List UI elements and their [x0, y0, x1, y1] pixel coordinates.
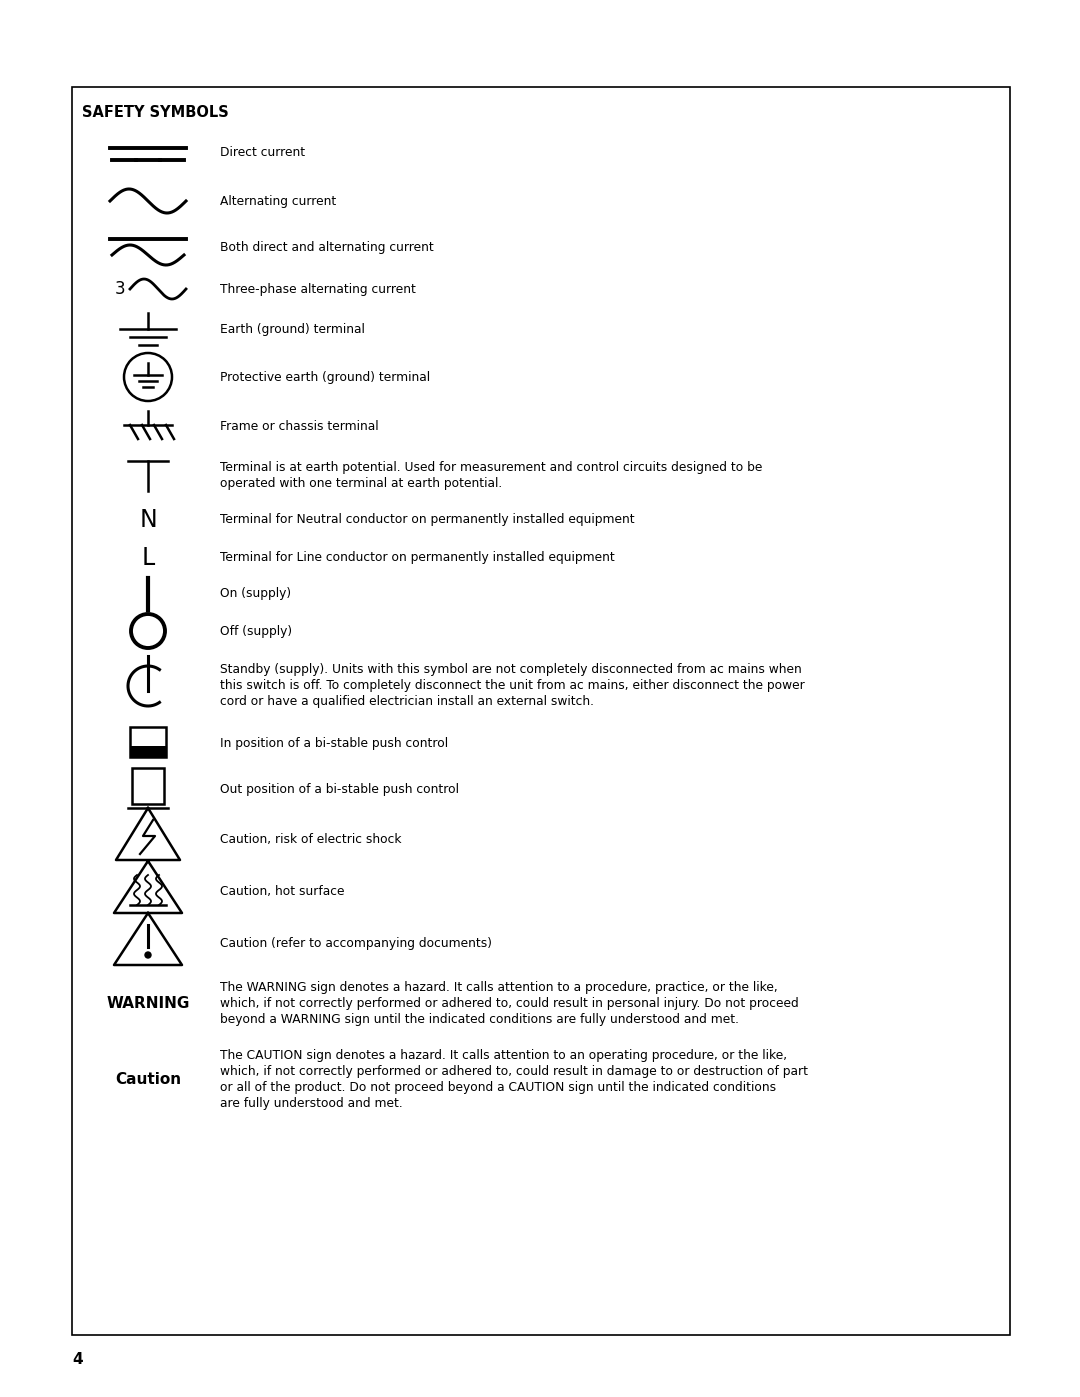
Bar — [130, 746, 166, 757]
Bar — [130, 726, 166, 757]
Text: Both direct and alternating current: Both direct and alternating current — [220, 240, 434, 253]
Text: Off (supply): Off (supply) — [220, 624, 292, 637]
Text: Terminal for Line conductor on permanently installed equipment: Terminal for Line conductor on permanent… — [220, 552, 615, 564]
Circle shape — [145, 951, 151, 958]
Text: L: L — [141, 546, 154, 570]
Text: SAFETY SYMBOLS: SAFETY SYMBOLS — [82, 105, 229, 120]
Bar — [132, 768, 164, 805]
Text: Earth (ground) terminal: Earth (ground) terminal — [220, 323, 365, 335]
Text: Caution: Caution — [114, 1073, 181, 1087]
Text: Three-phase alternating current: Three-phase alternating current — [220, 282, 416, 296]
Text: In position of a bi-stable push control: In position of a bi-stable push control — [220, 736, 448, 750]
Text: The WARNING sign denotes a hazard. It calls attention to a procedure, practice, : The WARNING sign denotes a hazard. It ca… — [220, 982, 799, 1027]
Text: 4: 4 — [72, 1351, 83, 1366]
Text: Direct current: Direct current — [220, 147, 306, 159]
Text: Standby (supply). Units with this symbol are not completely disconnected from ac: Standby (supply). Units with this symbol… — [220, 664, 805, 708]
Text: On (supply): On (supply) — [220, 588, 292, 601]
Text: Out position of a bi-stable push control: Out position of a bi-stable push control — [220, 784, 459, 796]
Text: Protective earth (ground) terminal: Protective earth (ground) terminal — [220, 370, 430, 384]
Text: N: N — [139, 509, 157, 532]
Text: Terminal is at earth potential. Used for measurement and control circuits design: Terminal is at earth potential. Used for… — [220, 461, 762, 489]
Bar — [72, 87, 1010, 1336]
Text: Terminal for Neutral conductor on permanently installed equipment: Terminal for Neutral conductor on perman… — [220, 514, 635, 527]
Text: 3: 3 — [114, 279, 125, 298]
Text: Alternating current: Alternating current — [220, 194, 336, 208]
Text: Caution (refer to accompanying documents): Caution (refer to accompanying documents… — [220, 936, 492, 950]
Text: Frame or chassis terminal: Frame or chassis terminal — [220, 420, 379, 433]
Text: The CAUTION sign denotes a hazard. It calls attention to an operating procedure,: The CAUTION sign denotes a hazard. It ca… — [220, 1049, 808, 1111]
Text: Caution, risk of electric shock: Caution, risk of electric shock — [220, 834, 402, 847]
Text: Caution, hot surface: Caution, hot surface — [220, 884, 345, 897]
Text: WARNING: WARNING — [106, 996, 190, 1011]
